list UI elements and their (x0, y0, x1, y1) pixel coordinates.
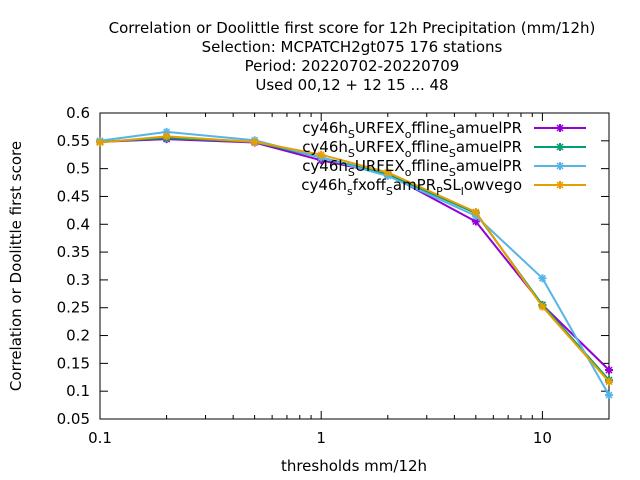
series-group (96, 127, 613, 400)
data-point (383, 168, 392, 177)
point-mark (605, 378, 613, 386)
legend-label-part: URFEX (355, 138, 405, 156)
legend-label-part: S (348, 128, 355, 141)
legend-marker (556, 124, 564, 132)
y-tick-label: 0.4 (66, 215, 90, 233)
legend-label: cy46hSURFEXofflineSamuelPR (302, 138, 522, 160)
legend-marker (556, 143, 564, 151)
y-tick-label: 0.2 (66, 327, 90, 345)
chart-title: Correlation or Doolittle first score for… (109, 19, 596, 94)
y-tick-label: 0.55 (57, 132, 90, 150)
y-axis-label: Correlation or Doolittle first score (7, 141, 25, 391)
plot-frame (99, 112, 610, 420)
legend-label-part: S (449, 147, 456, 160)
legend-label-part: cy46h (301, 176, 347, 194)
y-tick-label: 0.1 (66, 382, 90, 400)
legend-label-part: SL (443, 176, 462, 194)
data-point (605, 377, 613, 386)
legend-label-part: URFEX (355, 119, 405, 137)
x-tick-label: 0.1 (88, 429, 112, 447)
title-line: Period: 20220702-20220709 (245, 57, 460, 75)
legend-label-part: l (461, 185, 464, 198)
point-mark (96, 138, 104, 147)
y-tick-label: 0.45 (57, 187, 90, 205)
x-tick-label: 1 (316, 429, 326, 447)
y-tick-label: 0.6 (66, 104, 90, 122)
legend-label-part: S (348, 147, 355, 160)
legend-label-part: amuelPR (456, 138, 522, 156)
legend-label-part: S (348, 166, 355, 179)
point-mark (317, 151, 325, 159)
legend-label-part: S (449, 166, 456, 179)
legend-label-part: S (386, 185, 393, 198)
point-mark (538, 303, 546, 311)
point-mark (163, 132, 171, 140)
title-line: Correlation or Doolittle first score for… (109, 19, 596, 37)
series-line (99, 130, 610, 396)
legend-label: cy46hsfxoffSamPRPSLlowvego (301, 176, 522, 198)
point-mark (605, 391, 613, 399)
legend-label: cy46hSURFEXofflineSamuelPR (302, 157, 522, 179)
legend-label-part: ffline (411, 138, 448, 156)
data-point (471, 217, 480, 226)
point-mark (605, 366, 613, 374)
title-line: Selection: MCPATCH2gt075 176 stations (202, 38, 503, 56)
legend-label-part: amuelPR (456, 119, 522, 137)
data-point (538, 274, 547, 283)
legend-label-part: cy46h (302, 157, 348, 175)
point-mark (384, 169, 392, 177)
legend-label-part: cy46h (302, 119, 348, 137)
legend-label-part: s (347, 185, 353, 198)
legend-label-part: o (405, 128, 412, 141)
data-point (605, 391, 613, 400)
legend-label-part: o (405, 147, 412, 160)
y-tick-label: 0.3 (66, 271, 90, 289)
y-tick-label: 0.35 (57, 243, 90, 261)
title-line: Used 00,12 + 12 15 ... 48 (255, 76, 448, 94)
legend-label-part: cy46h (302, 138, 348, 156)
point-mark (472, 217, 480, 226)
legend-label-part: URFEX (355, 157, 405, 175)
legend-label-part: owvego (464, 176, 522, 194)
x-tick-label: 10 (533, 429, 552, 447)
point-mark (251, 138, 259, 146)
legend-label-part: amuelPR (456, 157, 522, 175)
legend-marker (556, 162, 564, 170)
legend-label-part: amPR (393, 176, 436, 194)
legend-label: cy46hSURFEXofflineSamuelPR (302, 119, 522, 141)
point-mark (538, 274, 546, 282)
data-point (317, 150, 326, 159)
data-point (162, 132, 171, 141)
y-tick-label: 0.05 (57, 410, 90, 428)
series-line (99, 135, 610, 383)
data-point (471, 208, 480, 217)
y-tick-label: 0.15 (57, 354, 90, 372)
legend: cy46hSURFEXofflineSamuelPRcy46hSURFEXoff… (301, 119, 586, 198)
legend-label-part: fxoff (353, 176, 387, 194)
legend-marker (556, 181, 564, 189)
y-tick-label: 0.25 (57, 299, 90, 317)
data-point (96, 138, 104, 147)
legend-label-part: S (449, 128, 456, 141)
legend-label-part: ffline (411, 157, 448, 175)
legend-label-part: P (436, 185, 443, 198)
plot-axes: 0.050.10.150.20.250.30.350.40.450.50.550… (57, 104, 610, 447)
point-mark (472, 208, 480, 216)
y-tick-label: 0.5 (66, 160, 90, 178)
legend-label-part: o (405, 166, 412, 179)
data-point (250, 137, 259, 146)
data-point (605, 366, 613, 375)
legend-label-part: ffline (411, 119, 448, 137)
data-point (538, 302, 547, 311)
x-axis-label: thresholds mm/12h (281, 457, 427, 475)
